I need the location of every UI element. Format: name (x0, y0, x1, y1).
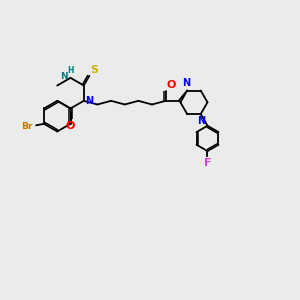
Text: N: N (85, 96, 94, 106)
Text: N: N (197, 116, 206, 126)
Text: O: O (66, 122, 75, 131)
Text: H: H (67, 66, 74, 75)
Text: F: F (204, 158, 211, 168)
Text: N: N (182, 78, 190, 88)
Text: O: O (167, 80, 176, 90)
Text: Br: Br (21, 122, 33, 130)
Text: N: N (61, 73, 68, 82)
Text: S: S (91, 64, 98, 75)
